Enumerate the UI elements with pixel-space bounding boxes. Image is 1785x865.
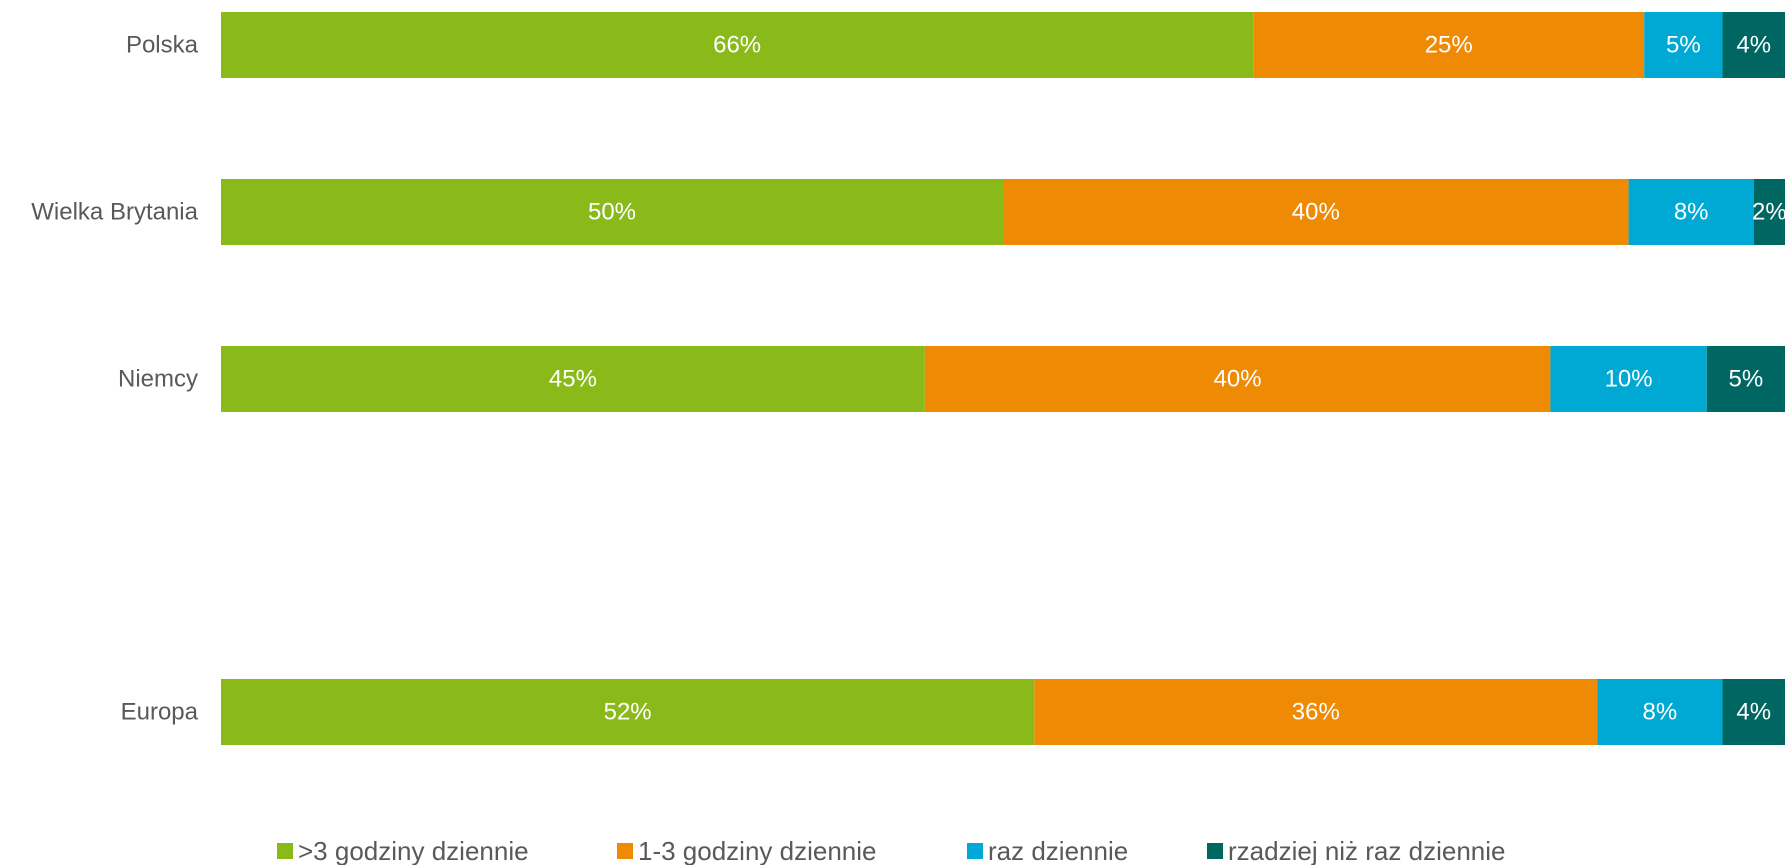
category-label-wielka-brytania: Wielka Brytania (31, 199, 198, 226)
bar-segment-niemcy-1 (221, 346, 925, 412)
bar-segment-europa-1 (221, 679, 1035, 745)
value-label-wielka-brytania-3: 8% (1674, 199, 1709, 226)
bar-segment-niemcy-3 (1550, 346, 1707, 412)
value-label-niemcy-1: 45% (549, 366, 597, 393)
legend-label-1: >3 godziny dziennie (298, 836, 529, 865)
category-label-niemcy: Niemcy (118, 366, 198, 393)
legend-label-3: raz dziennie (988, 836, 1128, 865)
value-label-niemcy-2: 40% (1214, 366, 1262, 393)
value-label-europa-3: 8% (1643, 699, 1678, 726)
bar-segment-europa-3 (1597, 679, 1723, 745)
legend: >3 godziny dziennie 1-3 godziny dziennie r… (277, 836, 1505, 865)
value-label-europa-2: 36% (1292, 699, 1340, 726)
legend-swatch-1 (277, 843, 293, 859)
category-label-polska: Polska (126, 32, 199, 59)
bar-segment-niemcy-4 (1706, 346, 1785, 412)
bar-segment-polska-1 (221, 12, 1254, 78)
category-labels: Polska Wielka Brytania Niemcy Europa (31, 32, 198, 726)
bar-segment-polska-2 (1253, 12, 1645, 78)
legend-label-2: 1-3 godziny dziennie (638, 836, 877, 865)
bar-segment-wielka-brytania-3 (1628, 179, 1754, 245)
value-label-niemcy-3: 10% (1605, 366, 1653, 393)
bar-segment-europa-2 (1034, 679, 1598, 745)
legend-swatch-4 (1207, 843, 1223, 859)
value-label-wielka-brytania-1: 50% (588, 199, 636, 226)
bar-segment-polska-4 (1722, 12, 1785, 78)
value-label-wielka-brytania-4: 2% (1752, 199, 1785, 226)
value-label-polska-2: 25% (1425, 32, 1473, 59)
legend-swatch-2 (617, 843, 633, 859)
bar-segment-niemcy-2 (924, 346, 1551, 412)
value-label-wielka-brytania-2: 40% (1292, 199, 1340, 226)
legend-label-4: rzadziej niż raz dziennie (1228, 836, 1505, 865)
bar-segment-wielka-brytania-1 (221, 179, 1003, 245)
bar-segment-polska-3 (1644, 12, 1723, 78)
legend-swatch-3 (967, 843, 983, 859)
value-label-polska-3: 5% (1666, 32, 1701, 59)
value-label-niemcy-4: 5% (1729, 366, 1764, 393)
value-labels: 66% 25% 5% 4% 50% 40% 8% 2% 45% 40% 10% 5% 52% 36% 8% 4… (549, 32, 1785, 726)
value-label-polska-4: 4% (1736, 32, 1771, 59)
value-label-polska-1: 66% (713, 32, 761, 59)
category-label-europa: Europa (121, 699, 199, 726)
bars-group (221, 12, 1785, 745)
value-label-europa-1: 52% (604, 699, 652, 726)
bar-segment-wielka-brytania-4 (1753, 179, 1785, 245)
bar-segment-wielka-brytania-2 (1003, 179, 1629, 245)
value-label-europa-4: 4% (1736, 699, 1771, 726)
bar-segment-europa-4 (1722, 679, 1785, 745)
